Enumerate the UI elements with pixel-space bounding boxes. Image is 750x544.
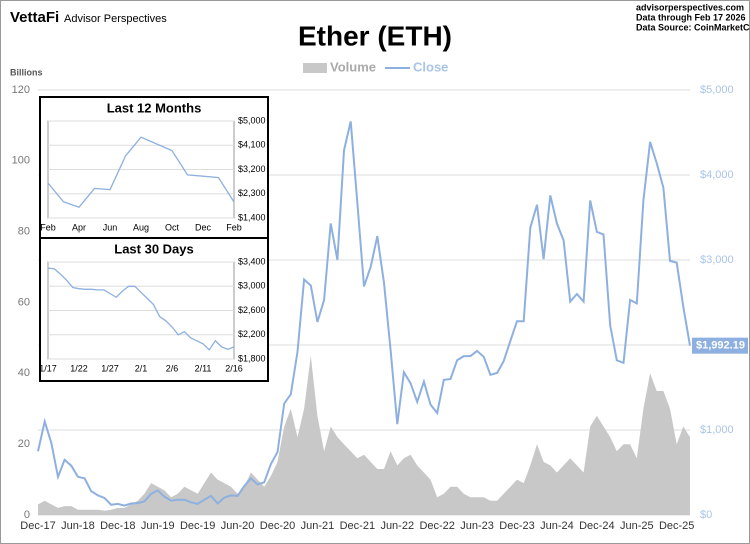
y2-tick-label: $3,400 bbox=[238, 256, 266, 266]
y2-tick-label: $3,200 bbox=[238, 164, 266, 174]
x-tick-label: 1/27 bbox=[101, 363, 119, 373]
x-tick-label: Oct bbox=[165, 222, 180, 232]
y2-tick-label: $4,000 bbox=[700, 169, 734, 181]
x-tick-label: 2/11 bbox=[195, 363, 212, 373]
x-tick-label: Jun-22 bbox=[380, 520, 414, 532]
y-tick-label: 100 bbox=[12, 155, 30, 167]
x-tick-label: Dec-21 bbox=[340, 520, 375, 532]
x-tick-label: 1/17 bbox=[39, 363, 57, 373]
y2-tick-label: $2,300 bbox=[238, 188, 266, 198]
y2-tick-label: $2,600 bbox=[238, 305, 266, 315]
y-tick-label: 20 bbox=[18, 438, 30, 450]
y2-tick-label: $1,400 bbox=[238, 212, 266, 222]
value-label: $1,992.19 bbox=[696, 340, 745, 352]
x-tick-label: Jun-19 bbox=[141, 520, 175, 532]
y2-tick-label: $5,000 bbox=[700, 84, 734, 96]
chart-title: Ether (ETH) bbox=[298, 20, 452, 51]
y2-tick-label: $1,000 bbox=[700, 424, 734, 436]
x-tick-label: Dec bbox=[195, 222, 212, 232]
legend-label: Close bbox=[413, 59, 448, 74]
x-tick-label: 2/16 bbox=[225, 363, 243, 373]
y-axis-label: Billions bbox=[10, 67, 43, 77]
x-tick-label: 2/6 bbox=[166, 363, 179, 373]
x-tick-label: Dec-19 bbox=[180, 520, 215, 532]
volume-area bbox=[38, 355, 690, 515]
x-tick-label: Jun bbox=[103, 222, 118, 232]
x-tick-label: Dec-22 bbox=[419, 520, 454, 532]
x-tick-label: Jun-20 bbox=[221, 520, 255, 532]
y2-tick-label: $1,800 bbox=[238, 353, 266, 363]
y-tick-label: 0 bbox=[24, 509, 30, 521]
x-tick-label: Apr bbox=[72, 222, 86, 232]
x-tick-label: Feb bbox=[40, 222, 56, 232]
x-tick-label: Dec-25 bbox=[659, 520, 694, 532]
x-tick-label: Jun-25 bbox=[620, 520, 654, 532]
y-tick-label: 60 bbox=[18, 296, 30, 308]
x-tick-label: Dec-18 bbox=[100, 520, 135, 532]
x-tick-label: Dec-23 bbox=[499, 520, 534, 532]
inset-title: Last 30 Days bbox=[114, 241, 194, 256]
x-tick-label: Dec-20 bbox=[260, 520, 295, 532]
y2-tick-label: $0 bbox=[700, 509, 712, 521]
x-tick-label: 2/1 bbox=[135, 363, 148, 373]
source: Data Source: CoinMarketCap bbox=[636, 22, 750, 32]
x-tick-label: Dec-17 bbox=[20, 520, 55, 532]
y2-tick-label: $4,100 bbox=[238, 140, 266, 150]
x-tick-label: Dec-24 bbox=[579, 520, 614, 532]
legend-swatch bbox=[303, 63, 327, 73]
close-line bbox=[47, 136, 235, 208]
close-line bbox=[47, 267, 235, 351]
inset-title: Last 12 Months bbox=[107, 100, 202, 115]
close-line bbox=[37, 121, 691, 507]
publisher: Advisor Perspectives bbox=[64, 13, 167, 25]
x-tick-label: Jun-18 bbox=[61, 520, 95, 532]
data-through: Data through Feb 17 2026 bbox=[636, 12, 746, 22]
value-label-bg bbox=[692, 337, 748, 354]
brand: VettaFi bbox=[10, 9, 59, 26]
y2-tick-label: $5,000 bbox=[238, 115, 266, 125]
x-tick-label: Jun-23 bbox=[460, 520, 494, 532]
y2-tick-label: $3,000 bbox=[700, 254, 734, 266]
x-tick-label: Aug bbox=[133, 222, 149, 232]
legend-label: Volume bbox=[330, 59, 376, 74]
y-tick-label: 40 bbox=[18, 367, 30, 379]
y2-tick-label: $2,200 bbox=[238, 329, 266, 339]
x-tick-label: Jun-24 bbox=[540, 520, 574, 532]
y-tick-label: 80 bbox=[18, 226, 30, 238]
site: advisorperspectives.com bbox=[636, 2, 744, 12]
y2-tick-label: $3,000 bbox=[238, 281, 266, 291]
x-tick-label: Feb bbox=[226, 222, 242, 232]
x-tick-label: Jun-21 bbox=[301, 520, 335, 532]
x-tick-label: 1/22 bbox=[70, 363, 88, 373]
y-tick-label: 120 bbox=[12, 84, 30, 96]
